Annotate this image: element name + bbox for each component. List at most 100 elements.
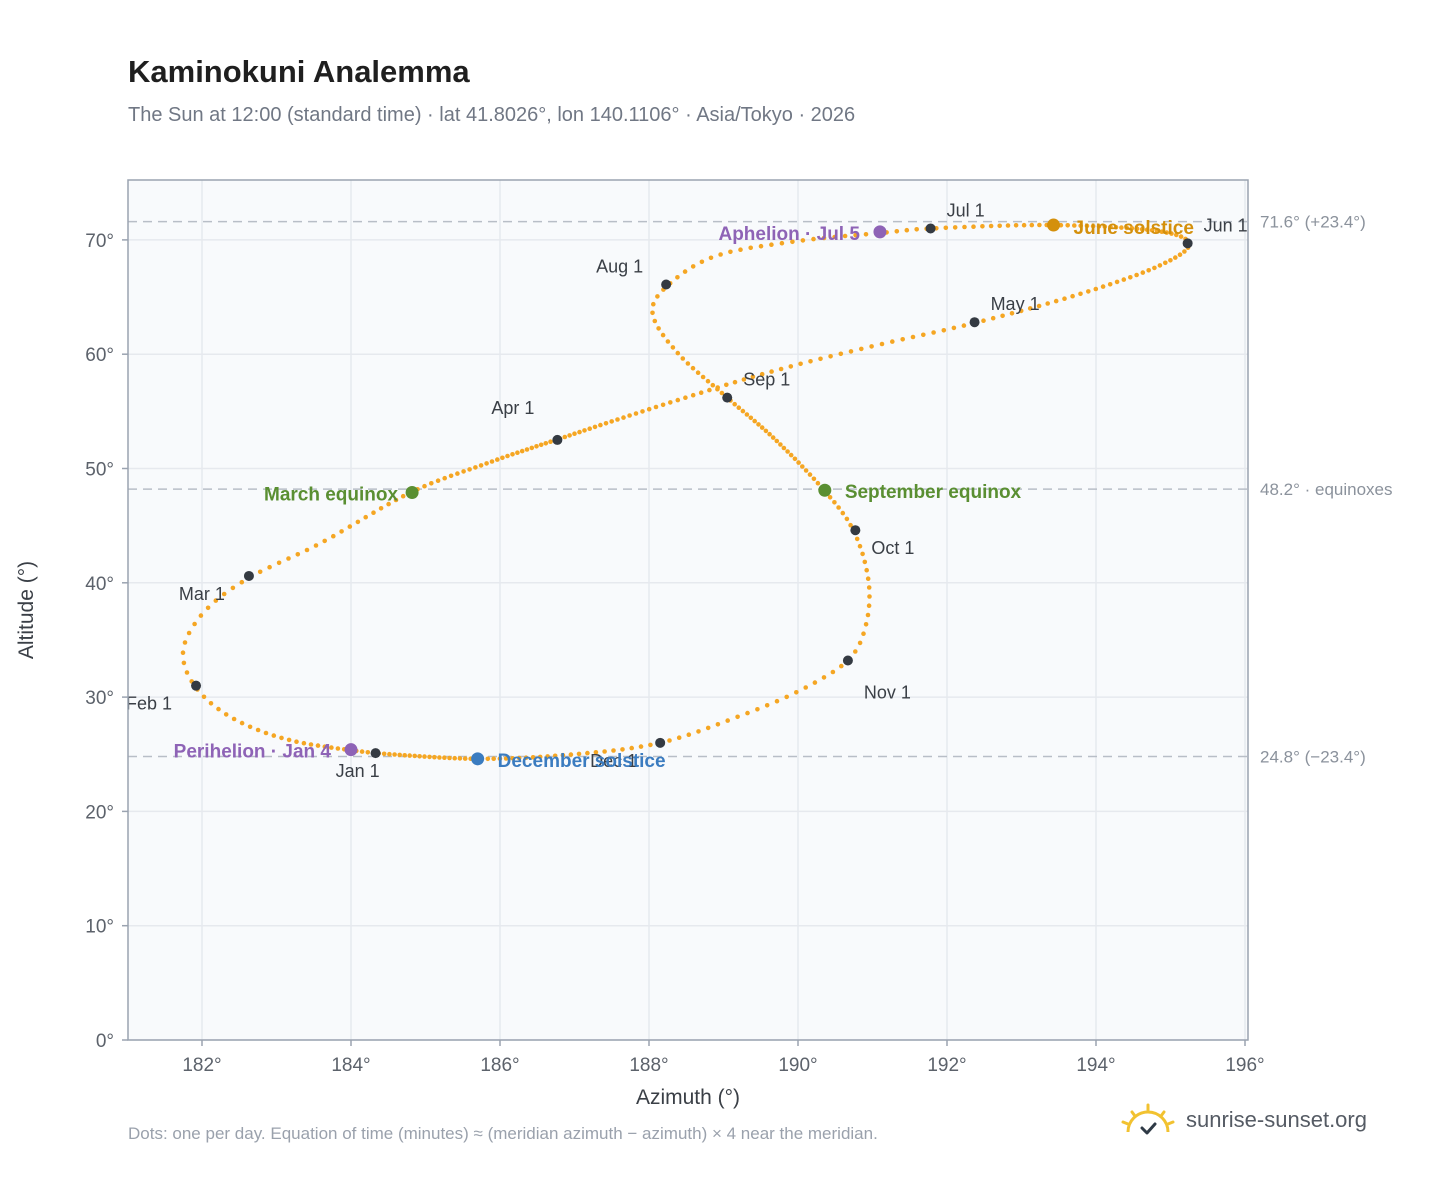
daily-dot [828, 354, 833, 359]
daily-dot [807, 472, 813, 477]
daily-dot [815, 480, 821, 486]
daily-dot [862, 559, 868, 565]
month-marker [842, 655, 853, 666]
daily-dot [839, 663, 844, 669]
plot-frame [127, 179, 1249, 1041]
daily-dot [708, 255, 714, 261]
daily-dot [778, 442, 783, 447]
daily-dot [495, 457, 500, 462]
daily-dot [1013, 223, 1019, 228]
daily-dot [355, 519, 361, 525]
daily-dot [857, 640, 863, 646]
daily-dot [759, 425, 765, 430]
daily-dot [656, 326, 661, 331]
y-tick-label: 10° [85, 917, 114, 938]
daily-dot [562, 434, 568, 440]
event-label: December solstice [498, 751, 666, 772]
daily-dot [700, 374, 706, 380]
daily-dot [676, 735, 682, 740]
daily-dot [792, 456, 798, 462]
daily-dot [257, 569, 263, 575]
daily-dot [516, 755, 522, 761]
daily-dot [680, 356, 686, 361]
daily-dot [997, 223, 1002, 229]
daily-dot [763, 428, 769, 434]
daily-dot [286, 556, 291, 561]
daily-dot [322, 744, 328, 749]
daily-dot [402, 753, 408, 758]
daily-dot [1119, 225, 1124, 230]
month-label: Jun 1 [1204, 215, 1248, 235]
daily-dot [378, 506, 384, 511]
daily-dot [1113, 224, 1119, 230]
month-label: May 1 [991, 294, 1040, 314]
daily-dot [186, 630, 192, 636]
daily-dot [705, 378, 711, 384]
daily-dot [602, 749, 607, 754]
daily-dot [774, 698, 780, 704]
event-marker [344, 743, 358, 757]
daily-dot [842, 233, 848, 239]
daily-dot [941, 328, 947, 333]
daily-dot [621, 415, 626, 420]
daily-dot [331, 533, 336, 539]
daily-dot [1173, 255, 1178, 260]
daily-dot [981, 318, 986, 324]
daily-dot [301, 740, 307, 746]
daily-dot [462, 756, 468, 761]
daily-dot [1062, 296, 1067, 302]
daily-dot [231, 716, 237, 722]
daily-dot [313, 543, 319, 548]
daily-dot [247, 724, 253, 730]
daily-dot [860, 551, 865, 557]
daily-dot [675, 350, 681, 356]
daily-dot [769, 369, 774, 374]
y-tick-label: 70° [85, 231, 114, 252]
event-label: Perihelion · Jan 4 [174, 742, 332, 763]
daily-dot [1152, 265, 1157, 271]
daily-dot [890, 339, 895, 344]
daily-dot [784, 694, 789, 700]
daily-dot [447, 755, 452, 761]
daily-dot [865, 612, 871, 618]
daily-dot [422, 754, 427, 759]
daily-dot [585, 750, 590, 756]
daily-dot [422, 483, 427, 489]
daily-dot [329, 745, 334, 750]
daily-dot [484, 461, 489, 466]
x-tick-label: 188° [629, 1055, 668, 1076]
daily-dot [537, 754, 543, 760]
daily-dot [392, 752, 397, 757]
daily-dot [853, 232, 858, 238]
brand-name: sunrise-sunset.org [1186, 1107, 1367, 1132]
daily-dot [598, 422, 603, 428]
daily-dot [1086, 289, 1091, 294]
daily-dot [239, 579, 245, 585]
month-marker [552, 434, 563, 445]
x-tick-label: 190° [778, 1055, 817, 1076]
y-tick-label: 50° [85, 460, 114, 481]
daily-dot [741, 377, 747, 382]
daily-dot [387, 751, 392, 757]
y-axis-label: Altitude (°) [15, 561, 38, 659]
daily-dot [1163, 260, 1168, 266]
daily-dot [756, 422, 761, 427]
daily-dot [698, 390, 704, 396]
daily-dot [683, 395, 688, 401]
brand[interactable]: sunrise-sunset.org [1120, 1102, 1367, 1138]
x-tick-label: 194° [1076, 1055, 1115, 1076]
daily-dot [335, 746, 341, 751]
daily-dot [830, 669, 836, 675]
daily-dot [1146, 268, 1151, 273]
daily-dot [1078, 291, 1083, 297]
plot-area [128, 180, 1248, 1040]
month-marker [969, 317, 980, 328]
daily-dot [629, 745, 634, 751]
daily-dot [386, 501, 391, 507]
daily-dot [485, 756, 491, 762]
daily-dot [951, 325, 957, 331]
daily-dot [500, 455, 505, 461]
daily-dot [455, 471, 460, 476]
daily-dot [1018, 308, 1024, 314]
